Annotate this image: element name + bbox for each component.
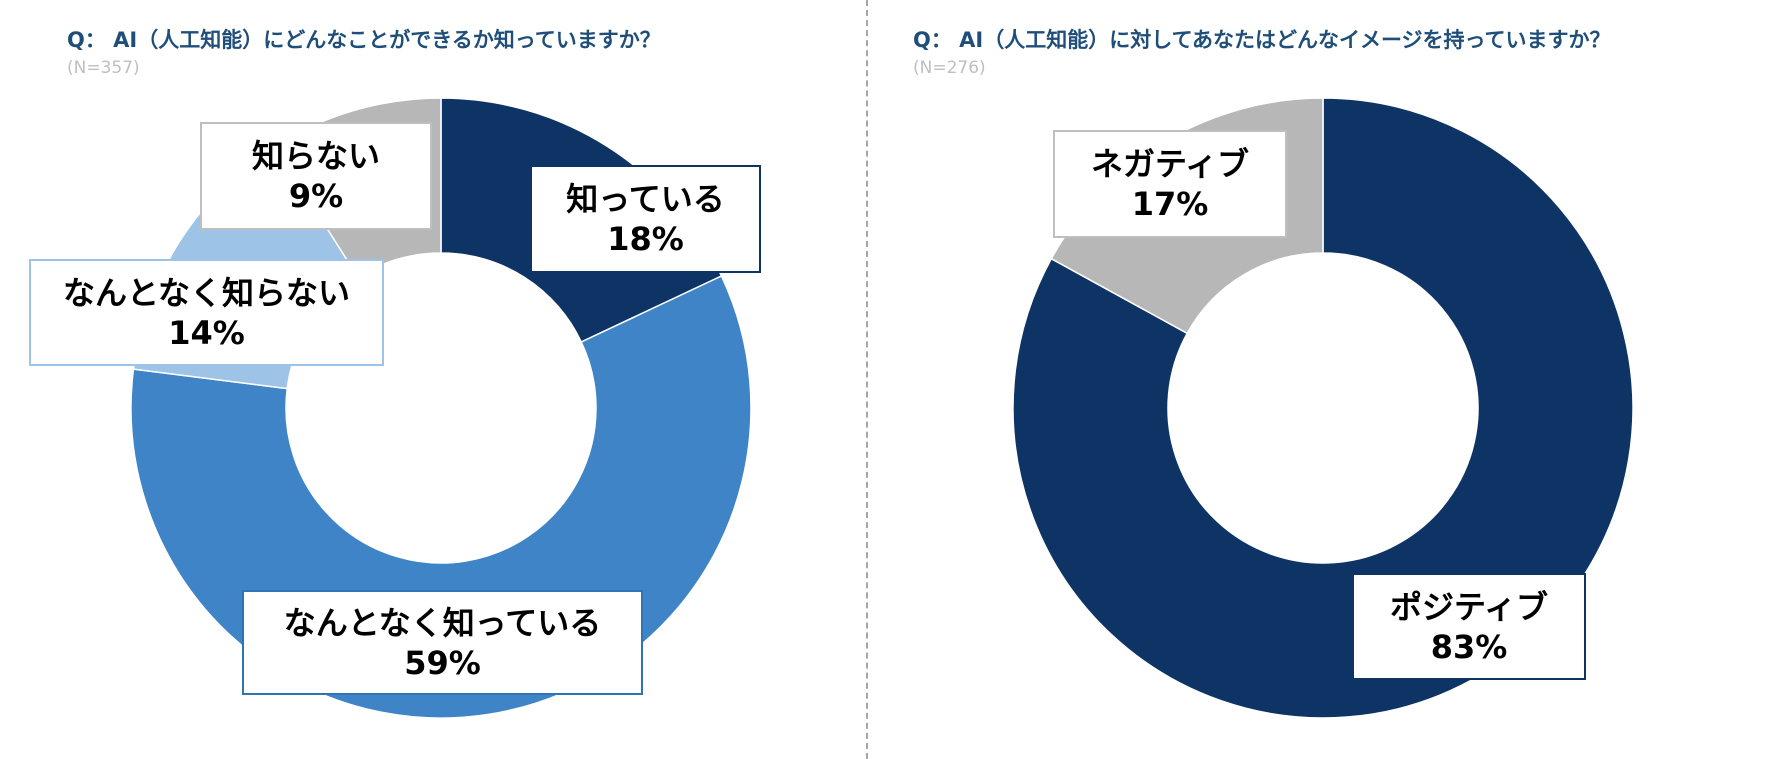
right-sample-size: (N=276) [913,58,986,78]
slice-label: 知っている [566,180,725,218]
slice-value-label: 17% [1131,185,1209,223]
label-shitteiru: 知っている 18% [530,165,761,273]
label-nantonaku-shiranai: なんとなく知らない 14% [29,259,384,366]
label-negative: ネガティブ 17% [1053,130,1287,238]
label-shiranai: 知らない 9% [200,122,432,230]
slice-value-label: 83% [1430,627,1508,666]
slice-value-label: 14% [168,313,245,352]
donut-slice-0 [1012,97,1634,719]
slice-label: 知らない [251,137,380,175]
label-nantonaku-shitteiru: なんとなく知っている 59% [242,590,643,695]
left-chart-panel: Q： AI（人工知能）にどんなことができるか知っていますか？ (N=357) 知… [0,0,866,759]
left-question-title: Q： AI（人工知能）にどんなことができるか知っていますか？ [67,28,661,52]
slice-label: ネガティブ [1090,145,1250,183]
slice-value-label: 59% [404,643,481,682]
label-positive: ポジティブ 83% [1352,573,1586,680]
right-donut-chart [1012,97,1634,719]
slice-label: なんとなく知っている [283,603,602,642]
left-sample-size: (N=357) [67,58,140,78]
slice-label: なんとなく知らない [62,273,351,312]
slice-value-label: 18% [607,220,684,258]
slice-label: ポジティブ [1389,587,1549,626]
right-question-title: Q： AI（人工知能）に対してあなたはどんなイメージを持っていますか？ [913,28,1611,52]
right-chart-panel: Q： AI（人工知能）に対してあなたはどんなイメージを持っていますか？ (N=2… [868,0,1767,759]
slice-value-label: 9% [288,177,344,215]
panel-divider [866,0,868,759]
